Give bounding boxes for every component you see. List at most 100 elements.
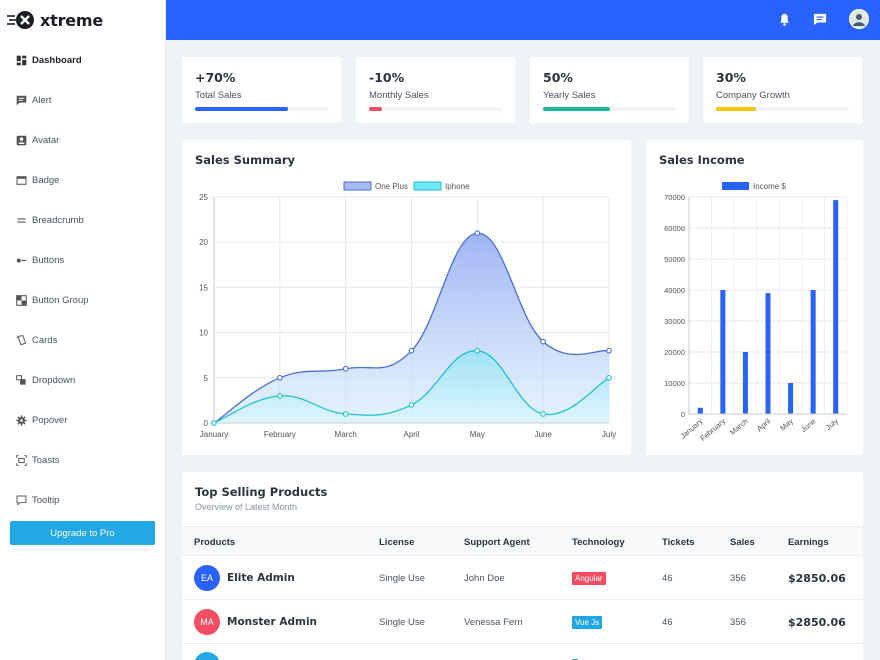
dashboard-icon xyxy=(15,54,27,66)
product-avatar xyxy=(194,652,220,660)
stat-label: Total Sales xyxy=(195,90,242,101)
sidebar-item-badge[interactable]: Badge xyxy=(0,160,165,200)
stat-value: -10% xyxy=(369,70,405,85)
button-group-icon xyxy=(15,294,27,306)
sales-summary-chart: 0 5 10 15 20 25 January February March April May Ju… xyxy=(199,181,616,439)
x-tick-label: February xyxy=(698,416,727,442)
tickets-cell: 46 xyxy=(662,573,673,584)
sidebar-item-button-group[interactable]: Button Group xyxy=(0,280,165,320)
x-tick-label: May xyxy=(778,416,795,432)
stat-progress xyxy=(195,107,328,111)
earnings-cell: $2850.06 xyxy=(788,572,846,585)
table-row[interactable]: MA Monster Admin Single Use Venessa Fern 46 3… xyxy=(182,601,863,644)
x-tick-label: March xyxy=(728,417,750,437)
sidebar-item-label: Badge xyxy=(32,174,60,186)
x-tick-label: January xyxy=(200,430,228,439)
x-tick-label: July xyxy=(824,416,840,432)
bar xyxy=(720,290,726,414)
legend-label: One Plus xyxy=(375,182,408,191)
column-header-support-agent[interactable]: Support Agent xyxy=(464,537,530,548)
product-name: Elite Admin xyxy=(227,572,295,584)
y-tick-label: 0 xyxy=(204,419,209,428)
stat-card-total-sales: +70% Total Sales xyxy=(182,57,341,123)
sidebar-item-toasts[interactable]: Toasts xyxy=(0,440,165,480)
stat-value: 30% xyxy=(716,70,746,85)
stat-value: +70% xyxy=(195,70,236,85)
toasts-icon xyxy=(15,454,27,466)
sales-income-card: Sales Income 0 10000 20000 30000 40000 50000 6… xyxy=(646,140,863,455)
sidebar-item-label: Buttons xyxy=(32,254,65,266)
sales-summary-title: Sales Summary xyxy=(195,153,295,167)
stat-progress-fill xyxy=(195,107,289,111)
user-avatar[interactable] xyxy=(849,9,869,29)
bar xyxy=(788,383,794,414)
y-tick-label: 0 xyxy=(681,410,685,419)
column-header-sales[interactable]: Sales xyxy=(730,537,755,548)
column-header-products[interactable]: Products xyxy=(194,537,236,548)
app-name: xtreme xyxy=(40,10,104,30)
bell-icon[interactable] xyxy=(775,10,793,28)
x-tick-label: April xyxy=(403,430,419,439)
sidebar-item-cards[interactable]: Cards xyxy=(0,320,165,360)
license-cell: Single Use xyxy=(379,616,425,628)
stat-progress xyxy=(543,107,676,111)
stat-progress xyxy=(369,107,502,111)
sidebar-item-label: Cards xyxy=(32,334,58,346)
legend-label: Iphone xyxy=(445,182,470,191)
legend-swatch xyxy=(413,181,442,191)
sidebar-item-avatar[interactable]: Avatar xyxy=(0,120,165,160)
message-icon[interactable] xyxy=(811,10,829,28)
bar xyxy=(833,200,839,414)
sidebar: xtreme Dashboard Alert Avatar Badge Breadcru… xyxy=(0,0,166,660)
sidebar-item-dropdown[interactable]: Dropdown xyxy=(0,360,165,400)
legend-label: Income $ xyxy=(753,182,786,191)
sidebar-item-popover[interactable]: Popover xyxy=(0,400,165,440)
cards-icon xyxy=(15,334,27,346)
product-name: Monster Admin xyxy=(227,615,318,628)
sidebar-item-dashboard[interactable]: Dashboard xyxy=(0,40,165,80)
badge-icon xyxy=(15,174,27,186)
x-tick-label: July xyxy=(602,430,616,439)
y-tick-label: 25 xyxy=(199,193,208,202)
bar xyxy=(765,293,771,414)
legend-swatch xyxy=(343,181,372,191)
logo-icon xyxy=(7,9,35,31)
x-tick-label: June xyxy=(799,417,817,434)
earnings-cell: $2850.06 xyxy=(788,615,846,629)
y-tick-label: 20 xyxy=(199,238,208,247)
sidebar-item-label: Avatar xyxy=(32,134,60,146)
sidebar-item-label: Breadcrumb xyxy=(32,214,84,226)
top-products-card: Top Selling Products Overview of Latest … xyxy=(182,472,863,660)
sidebar-item-tooltip[interactable]: Tooltip xyxy=(0,480,165,520)
sales-income-title: Sales Income xyxy=(659,153,745,167)
bar xyxy=(697,407,703,414)
sidebar-item-breadcrumb[interactable]: Breadcrumb xyxy=(0,200,165,240)
sidebar-item-buttons[interactable]: Buttons xyxy=(0,240,165,280)
y-tick-label: 40000 xyxy=(664,286,685,295)
y-tick-label: 10 xyxy=(199,329,208,338)
sidebar-item-alert[interactable]: Alert xyxy=(0,80,165,120)
data-point xyxy=(606,374,612,381)
upgrade-button[interactable]: Upgrade to Pro xyxy=(10,521,155,545)
column-header-license[interactable]: License xyxy=(379,537,415,548)
column-header-tickets[interactable]: Tickets xyxy=(662,537,695,548)
column-header-earnings[interactable]: Earnings xyxy=(788,537,829,548)
gear-icon xyxy=(15,414,27,426)
logo[interactable]: xtreme xyxy=(0,0,165,40)
y-tick-label: 20000 xyxy=(664,348,685,357)
legend-swatch xyxy=(722,182,749,190)
stat-progress xyxy=(716,107,849,111)
sales-summary-card: Sales Summary 0 5 10 15 20 25 January February M… xyxy=(182,140,631,455)
series-line-0 xyxy=(213,232,610,424)
data-point xyxy=(342,411,349,417)
data-point xyxy=(342,365,349,372)
sidebar-item-label: Toasts xyxy=(32,454,60,466)
table-row[interactable] xyxy=(182,644,863,660)
stat-progress-fill xyxy=(369,107,383,111)
sidebar-item-label: Dashboard xyxy=(32,54,82,66)
column-header-technology[interactable]: Technology xyxy=(572,537,625,548)
technology-badge: Angular xyxy=(572,572,606,585)
table-row[interactable]: EA Elite Admin Single Use John Doe 46 356 $285… xyxy=(182,557,863,600)
sidebar-item-label: Button Group xyxy=(32,294,89,306)
y-tick-label: 60000 xyxy=(664,224,685,233)
